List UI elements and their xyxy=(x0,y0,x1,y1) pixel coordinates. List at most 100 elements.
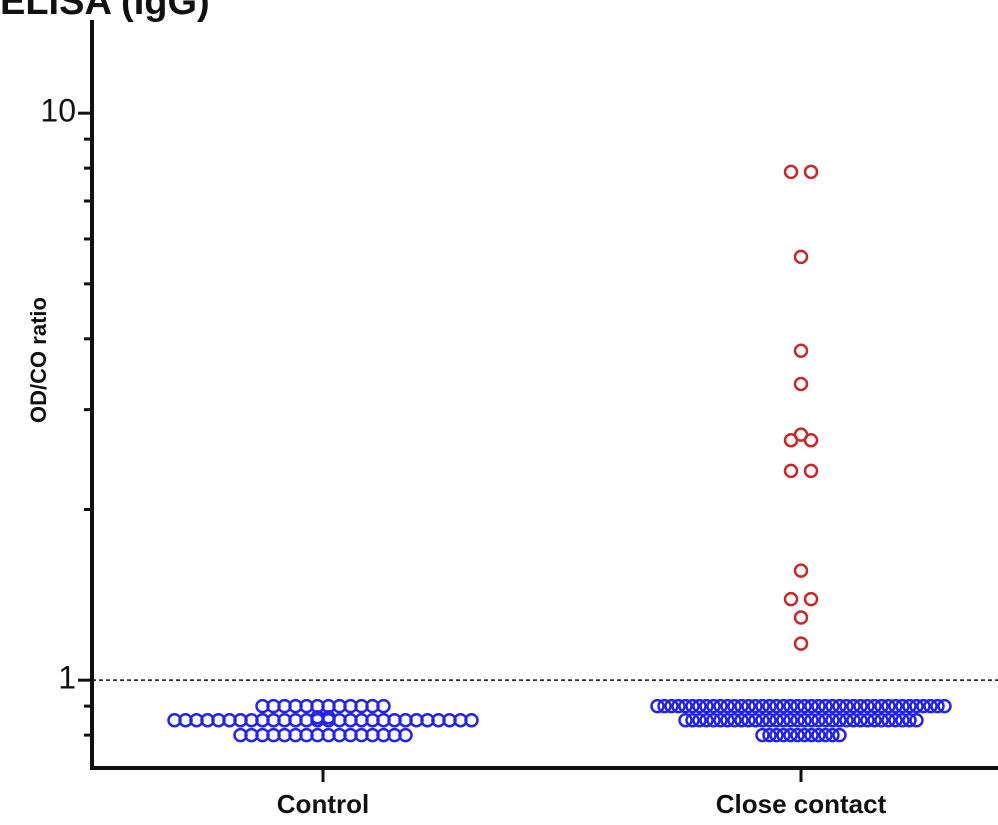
data-point xyxy=(916,698,931,714)
data-point xyxy=(803,164,819,180)
data-point xyxy=(902,698,917,714)
data-point xyxy=(881,712,896,728)
data-point xyxy=(398,727,413,743)
data-point xyxy=(793,343,809,359)
data-point xyxy=(783,727,798,743)
data-point xyxy=(846,712,861,728)
data-point xyxy=(790,698,805,714)
y-axis-label: OD/CO ratio xyxy=(26,297,51,423)
data-point xyxy=(811,698,826,714)
data-point xyxy=(923,698,938,714)
data-point xyxy=(902,712,917,728)
data-point xyxy=(376,698,391,714)
data-point xyxy=(783,698,798,714)
data-point xyxy=(720,712,735,728)
data-point xyxy=(657,698,672,714)
data-point xyxy=(832,698,847,714)
data-point xyxy=(685,712,700,728)
data-point xyxy=(853,698,868,714)
y-tick-label: 10 xyxy=(40,93,76,129)
y-tick-label: 1 xyxy=(58,660,76,696)
data-point xyxy=(464,712,479,728)
data-point xyxy=(755,727,770,743)
data-point xyxy=(818,712,833,728)
data-point xyxy=(874,712,889,728)
data-point xyxy=(818,727,833,743)
data-point xyxy=(839,712,854,728)
data-point xyxy=(793,636,809,651)
data-point xyxy=(748,698,763,714)
data-point xyxy=(762,712,777,728)
data-point xyxy=(692,712,707,728)
data-point xyxy=(853,712,868,728)
data-point xyxy=(776,727,791,743)
data-point xyxy=(797,712,812,728)
data-point xyxy=(664,698,679,714)
data-point xyxy=(734,698,749,714)
data-point xyxy=(741,712,756,728)
data-point xyxy=(685,698,700,714)
data-point xyxy=(860,712,875,728)
data-point xyxy=(832,712,847,728)
data-point xyxy=(734,712,749,728)
data-point xyxy=(839,698,854,714)
data-point xyxy=(678,712,693,728)
data-point xyxy=(793,563,809,578)
data-point xyxy=(678,698,693,714)
data-point xyxy=(783,463,799,479)
data-point xyxy=(692,698,707,714)
data-point xyxy=(937,698,952,714)
data-point xyxy=(699,698,714,714)
data-point xyxy=(769,712,784,728)
data-point xyxy=(699,712,714,728)
data-point xyxy=(895,698,910,714)
data-point xyxy=(867,698,882,714)
data-point xyxy=(811,712,826,728)
data-point xyxy=(803,432,819,448)
data-point xyxy=(930,698,945,714)
data-point xyxy=(790,727,805,743)
data-point xyxy=(888,698,903,714)
data-point xyxy=(797,698,812,714)
data-point xyxy=(741,698,756,714)
chart-title: ELISA (IgG) xyxy=(0,0,210,23)
data-point xyxy=(762,727,777,743)
data-point xyxy=(755,712,770,728)
x-tick-label: Close contact xyxy=(716,789,887,819)
data-point xyxy=(825,712,840,728)
data-point xyxy=(650,698,665,714)
data-point xyxy=(727,698,742,714)
data-point xyxy=(783,164,799,180)
data-point xyxy=(825,698,840,714)
data-point xyxy=(818,698,833,714)
data-point xyxy=(783,432,799,448)
data-point xyxy=(762,698,777,714)
data-point xyxy=(846,698,861,714)
data-point xyxy=(671,698,686,714)
data-point xyxy=(860,698,875,714)
data-point xyxy=(881,698,896,714)
data-point xyxy=(874,698,889,714)
data-point xyxy=(748,712,763,728)
data-point xyxy=(804,712,819,728)
data-point xyxy=(776,712,791,728)
data-point xyxy=(804,727,819,743)
data-point xyxy=(720,698,735,714)
data-point xyxy=(867,712,882,728)
x-tick-label: Control xyxy=(277,789,369,819)
data-point xyxy=(909,712,924,728)
data-point xyxy=(706,698,721,714)
data-point xyxy=(793,376,809,392)
data-point xyxy=(783,591,799,607)
data-point xyxy=(769,727,784,743)
data-point xyxy=(803,591,819,607)
data-point xyxy=(811,727,826,743)
data-point xyxy=(895,712,910,728)
data-point xyxy=(797,727,812,743)
data-point xyxy=(793,249,809,265)
data-point xyxy=(783,712,798,728)
data-point xyxy=(832,727,847,743)
data-point xyxy=(706,712,721,728)
data-point xyxy=(769,698,784,714)
